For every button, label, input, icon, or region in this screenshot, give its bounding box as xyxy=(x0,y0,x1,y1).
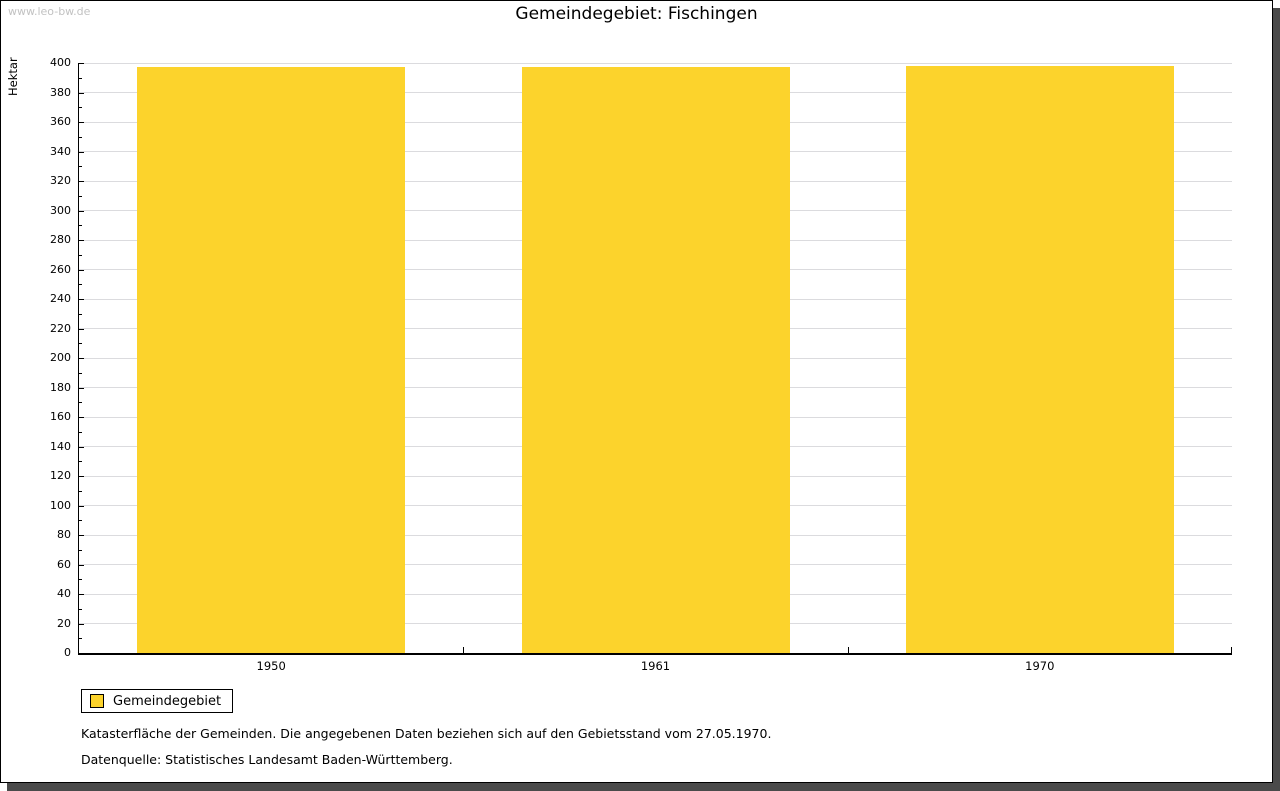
y-axis-tick xyxy=(79,623,84,625)
y-axis-minor-tick xyxy=(79,107,82,109)
x-axis-label: 1961 xyxy=(640,659,671,673)
y-axis-tick xyxy=(79,240,84,241)
footnote-line-1: Katasterfläche der Gemeinden. Die angege… xyxy=(81,726,772,741)
y-axis-tick xyxy=(79,92,84,94)
gridline xyxy=(79,62,1232,64)
y-axis-title: Hektar xyxy=(6,57,20,96)
y-axis-tick-label: 400 xyxy=(50,56,71,69)
y-axis-tick-label: 200 xyxy=(50,351,71,364)
y-axis-tick-label: 100 xyxy=(50,498,71,512)
y-axis-tick-label: 180 xyxy=(50,380,71,394)
legend: Gemeindegebiet xyxy=(81,689,234,713)
y-axis-minor-tick xyxy=(79,225,82,227)
y-axis-tick xyxy=(79,122,84,123)
y-axis-minor-tick xyxy=(79,431,82,433)
y-axis-minor-tick xyxy=(79,638,82,640)
watermark-url: www.leo-bw.de xyxy=(8,5,91,18)
y-axis-tick xyxy=(79,417,84,418)
y-axis-tick-label: 140 xyxy=(50,439,71,453)
y-axis-tick xyxy=(79,564,84,566)
y-axis-tick-label: 20 xyxy=(57,616,71,630)
y-axis-minor-tick xyxy=(79,461,82,463)
y-axis-minor-tick xyxy=(79,136,82,138)
y-axis-tick xyxy=(79,358,84,359)
bar xyxy=(521,67,790,653)
x-axis-label: 1950 xyxy=(256,659,286,673)
x-axis-tick xyxy=(463,647,465,653)
page-title: Gemeindegebiet: Fischingen xyxy=(515,4,758,24)
y-axis-tick-label: 240 xyxy=(50,292,71,305)
y-axis-tick xyxy=(79,594,84,595)
y-axis-tick xyxy=(79,328,84,330)
y-axis-tick xyxy=(79,535,84,536)
y-axis-minor-tick xyxy=(79,520,82,522)
bar xyxy=(137,67,406,653)
y-axis-tick-label: 120 xyxy=(50,469,71,482)
bar xyxy=(905,65,1174,653)
x-axis-tick xyxy=(1231,647,1232,653)
x-axis-label: 1970 xyxy=(1025,659,1055,673)
y-axis-tick-label: 280 xyxy=(50,233,71,246)
y-axis-minor-tick xyxy=(79,343,82,345)
y-axis-tick xyxy=(79,269,84,271)
y-axis-tick-label: 320 xyxy=(50,174,71,187)
y-axis-tick xyxy=(79,181,84,182)
y-axis-tick-label: 360 xyxy=(50,115,71,128)
y-axis-minor-tick xyxy=(79,195,82,197)
y-axis-tick-label: 60 xyxy=(57,557,71,571)
y-axis-minor-tick xyxy=(79,608,82,610)
y-axis-tick-label: 160 xyxy=(50,410,71,423)
y-axis-tick-label: 300 xyxy=(50,203,71,217)
plot-area: 0 20 40 60 80 100 120 140 160 180 200 220 240 260 280 3… xyxy=(50,56,1232,673)
y-axis-minor-tick xyxy=(79,490,82,492)
y-axis-tick xyxy=(79,476,84,477)
y-axis-tick xyxy=(79,387,84,389)
y-axis-tick xyxy=(79,63,84,64)
y-axis-tick xyxy=(79,210,84,212)
y-axis-minor-tick xyxy=(79,313,82,315)
footnote-line-2: Datenquelle: Statistisches Landesamt Bad… xyxy=(81,752,453,767)
x-axis-tick xyxy=(847,647,849,653)
y-axis-tick-label: 340 xyxy=(50,144,71,158)
legend-swatch xyxy=(90,694,104,708)
y-axis-tick-label: 380 xyxy=(50,85,71,99)
y-axis-tick xyxy=(79,151,84,153)
y-axis-minor-tick xyxy=(79,77,82,79)
y-axis-minor-tick xyxy=(79,284,82,286)
y-axis-tick-label: 80 xyxy=(57,528,71,541)
y-axis-minor-tick xyxy=(79,549,82,551)
y-axis-minor-tick xyxy=(79,579,82,581)
y-axis-tick-label: 40 xyxy=(57,587,71,600)
y-axis-tick-label: 260 xyxy=(50,262,71,276)
y-axis-tick-label: 220 xyxy=(50,321,71,335)
y-axis-minor-tick xyxy=(79,166,82,168)
y-axis-minor-tick xyxy=(79,372,82,374)
y-axis-tick xyxy=(79,446,84,448)
y-axis-minor-tick xyxy=(79,254,82,256)
y-axis-tick xyxy=(79,299,84,300)
y-axis-tick-label: 0 xyxy=(64,646,71,659)
y-axis-minor-tick xyxy=(79,402,82,404)
legend-label: Gemeindegebiet xyxy=(113,693,222,709)
y-axis-tick xyxy=(79,505,84,507)
